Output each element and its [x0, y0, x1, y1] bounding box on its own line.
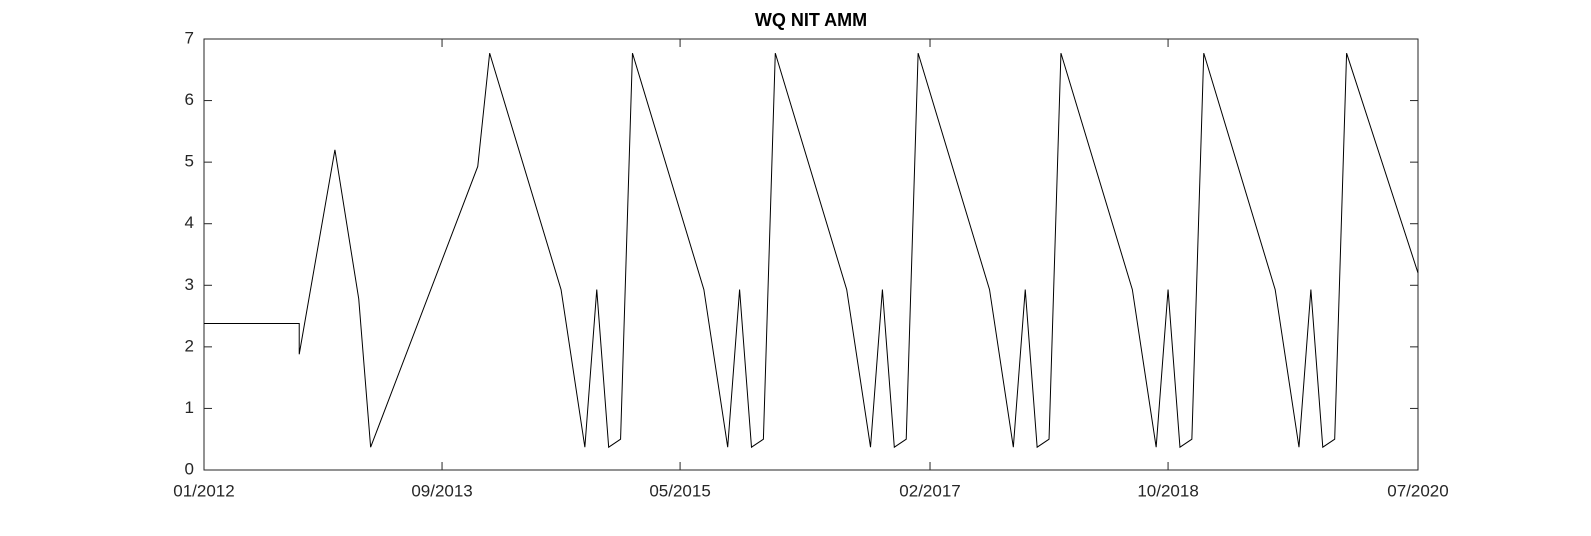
x-tick-label: 05/2015: [649, 481, 710, 500]
y-tick-label: 5: [185, 152, 194, 171]
plot-box: [203, 38, 1419, 471]
data-line: [204, 53, 1419, 449]
y-tick-label: 4: [185, 213, 194, 232]
y-tick-label: 2: [185, 336, 194, 355]
y-tick-label: 7: [185, 28, 194, 47]
x-tick-label: 01/2012: [173, 481, 234, 500]
y-tick-label: 3: [185, 275, 194, 294]
x-tick-label: 02/2017: [899, 481, 960, 500]
y-tick-label: 0: [185, 459, 194, 478]
x-tick-label: 09/2013: [411, 481, 472, 500]
x-tick-label: 10/2018: [1137, 481, 1198, 500]
chart-title: WQ NIT AMM: [755, 10, 867, 30]
y-tick-label: 6: [185, 90, 194, 109]
x-tick-label: 07/2020: [1387, 481, 1448, 500]
y-tick-label: 1: [185, 398, 194, 417]
